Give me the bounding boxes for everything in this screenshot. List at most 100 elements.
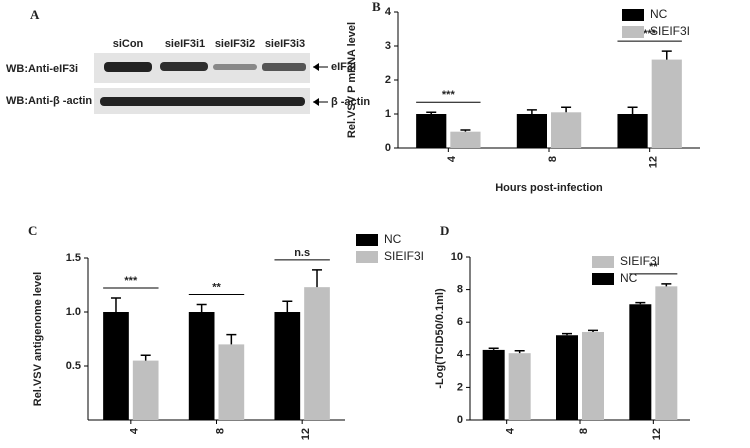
x-tick-label: 4 bbox=[505, 427, 517, 434]
panel-label: A bbox=[30, 7, 40, 22]
x-tick-label: 8 bbox=[578, 428, 590, 434]
error-bar bbox=[635, 301, 646, 305]
y-tick-label: 10 bbox=[451, 251, 463, 263]
y-tick-label: 0 bbox=[457, 414, 463, 426]
annotation: *** bbox=[643, 28, 657, 40]
legend-swatch bbox=[356, 251, 378, 263]
y-tick-label: 4 bbox=[457, 349, 464, 361]
error-bar bbox=[588, 329, 598, 332]
band bbox=[262, 63, 306, 71]
x-tick-label: 12 bbox=[651, 428, 663, 440]
bar bbox=[304, 287, 330, 420]
bar bbox=[450, 131, 481, 148]
error-bar bbox=[526, 109, 537, 114]
error-bar bbox=[140, 354, 151, 361]
bar bbox=[551, 112, 582, 148]
bar bbox=[582, 331, 604, 420]
bar bbox=[651, 59, 682, 148]
lane-label: sieIF3i1 bbox=[165, 38, 205, 50]
y-tick-label: 2 bbox=[457, 381, 463, 393]
y-tick-label: 0.5 bbox=[66, 360, 81, 372]
bar bbox=[617, 114, 648, 148]
x-tick-label: 4 bbox=[446, 155, 458, 162]
y-tick-label: 1.0 bbox=[66, 306, 81, 318]
error-bar bbox=[561, 106, 572, 113]
panel-label: B bbox=[372, 0, 381, 14]
bar bbox=[416, 114, 447, 148]
band bbox=[104, 62, 152, 72]
error-bar bbox=[282, 300, 293, 312]
error-bar bbox=[661, 50, 672, 60]
bar bbox=[556, 335, 578, 420]
legend-label: NC bbox=[384, 232, 402, 246]
annotation: n.s bbox=[294, 247, 310, 259]
legend-label: SIEIF3I bbox=[384, 249, 424, 263]
target-label: eIF3i bbox=[331, 61, 356, 73]
y-tick-label: 1.5 bbox=[66, 252, 81, 264]
y-tick-label: 8 bbox=[457, 284, 463, 296]
x-tick-label: 12 bbox=[300, 428, 312, 440]
bar bbox=[508, 353, 531, 420]
y-axis-label: Rel.VSV antigenome level bbox=[32, 272, 44, 407]
error-bar bbox=[460, 129, 471, 132]
band bbox=[213, 64, 257, 70]
legend-label: NC bbox=[620, 271, 638, 285]
annotation: *** bbox=[442, 89, 456, 101]
x-tick-label: 12 bbox=[648, 156, 660, 168]
bar bbox=[482, 349, 505, 420]
error-bar bbox=[110, 297, 121, 312]
bar bbox=[516, 114, 547, 148]
y-axis-label: Rel.VSV P mRNA level bbox=[346, 22, 358, 138]
y-tick-label: 0 bbox=[385, 142, 391, 154]
x-axis-label: Hours post-infection bbox=[495, 182, 603, 194]
legend-label: SIEIF3I bbox=[650, 24, 690, 38]
legend-swatch bbox=[622, 9, 644, 21]
error-bar bbox=[312, 269, 323, 288]
x-tick-label: 8 bbox=[547, 156, 559, 162]
bar bbox=[188, 312, 215, 420]
bar bbox=[274, 312, 301, 420]
error-bar bbox=[226, 333, 237, 345]
error-bar bbox=[627, 106, 638, 114]
error-bar bbox=[661, 283, 672, 287]
annotation: ** bbox=[649, 261, 658, 273]
panel-label: D bbox=[440, 223, 449, 238]
bar bbox=[103, 312, 129, 420]
lane-label: sieIF3i3 bbox=[265, 38, 305, 50]
arrow-head bbox=[313, 98, 319, 106]
y-tick-label: 4 bbox=[385, 6, 392, 18]
error-bar bbox=[488, 347, 499, 350]
band bbox=[100, 97, 305, 106]
bar bbox=[132, 360, 159, 420]
band bbox=[160, 62, 208, 71]
legend-swatch bbox=[592, 256, 614, 268]
target-label: β -actin bbox=[331, 96, 370, 108]
legend-label: NC bbox=[650, 7, 668, 21]
annotation: ** bbox=[212, 281, 221, 293]
error-bar bbox=[196, 303, 207, 312]
legend-swatch bbox=[592, 273, 614, 285]
panel-label: C bbox=[28, 223, 37, 238]
y-tick-label: 6 bbox=[457, 316, 463, 328]
y-tick-label: 1 bbox=[385, 108, 391, 120]
y-axis-label: -Log(TCID50/0.1ml) bbox=[434, 288, 446, 389]
legend-swatch bbox=[622, 26, 644, 38]
legend-label: SIEIF3I bbox=[620, 254, 660, 268]
lane-label: siCon bbox=[113, 38, 144, 50]
x-tick-label: 4 bbox=[129, 427, 141, 434]
blot: A siCon sieIF3i1 sieIF3i2 sieIF3i3 WB:An… bbox=[6, 7, 370, 114]
lane-label: sieIF3i2 bbox=[215, 38, 255, 50]
annotation: *** bbox=[124, 275, 138, 287]
bar bbox=[655, 286, 678, 420]
error-bar bbox=[426, 111, 437, 114]
y-tick-label: 2 bbox=[385, 74, 391, 86]
row-label: WB:Anti-β -actin bbox=[6, 95, 92, 107]
error-bar bbox=[514, 349, 525, 354]
bar bbox=[218, 344, 245, 420]
y-tick-label: 3 bbox=[385, 40, 391, 52]
legend-swatch bbox=[356, 234, 378, 246]
error-bar bbox=[562, 332, 572, 336]
arrow-head bbox=[313, 63, 319, 71]
x-tick-label: 8 bbox=[214, 428, 226, 434]
